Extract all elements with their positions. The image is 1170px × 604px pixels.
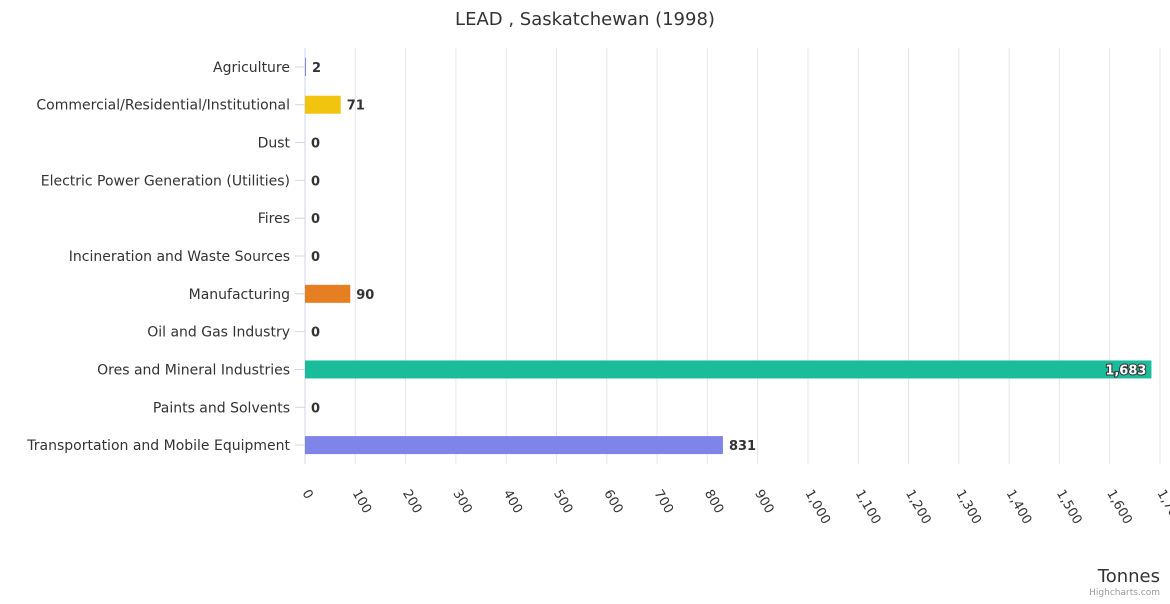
data-label: 1,683 (1105, 363, 1146, 378)
category-label: Ores and Mineral Industries (97, 362, 290, 378)
category-label: Electric Power Generation (Utilities) (41, 173, 290, 189)
bar[interactable] (305, 95, 341, 114)
value-axis-title: Tonnes (1097, 566, 1160, 587)
bar-series (305, 57, 1152, 455)
category-label: Agriculture (213, 60, 290, 76)
data-label: 0 (311, 212, 320, 227)
data-label: 0 (311, 137, 320, 152)
data-label: 831 (729, 439, 756, 454)
category-label: Dust (258, 136, 291, 152)
category-axis: Agriculture Commercial/Residential/Instit… (26, 48, 306, 464)
bar[interactable] (305, 360, 1152, 379)
data-label: 0 (311, 326, 320, 341)
data-label: 2 (312, 61, 321, 76)
bar[interactable] (305, 436, 723, 455)
data-labels: 2 71 0 0 0 0 90 0 1,683 0 831 (311, 61, 1147, 454)
category-label: Manufacturing (189, 287, 290, 303)
data-label: 71 (347, 99, 365, 114)
bar[interactable] (305, 284, 351, 303)
chart-title: LEAD , Saskatchewan (1998) (455, 9, 715, 30)
data-label: 0 (311, 401, 320, 416)
data-label: 0 (311, 250, 320, 265)
category-label: Fires (258, 211, 290, 227)
category-label: Paints and Solvents (153, 400, 290, 416)
category-label: Commercial/Residential/Institutional (36, 98, 290, 114)
bar[interactable] (305, 57, 307, 76)
category-label: Incineration and Waste Sources (69, 249, 290, 265)
data-label: 0 (311, 174, 320, 189)
data-label: 90 (356, 288, 374, 303)
credits-link[interactable]: Highcharts.com (1089, 588, 1160, 598)
category-label: Transportation and Mobile Equipment (26, 438, 290, 454)
gridlines (304, 48, 1161, 464)
category-label: Oil and Gas Industry (147, 325, 290, 341)
